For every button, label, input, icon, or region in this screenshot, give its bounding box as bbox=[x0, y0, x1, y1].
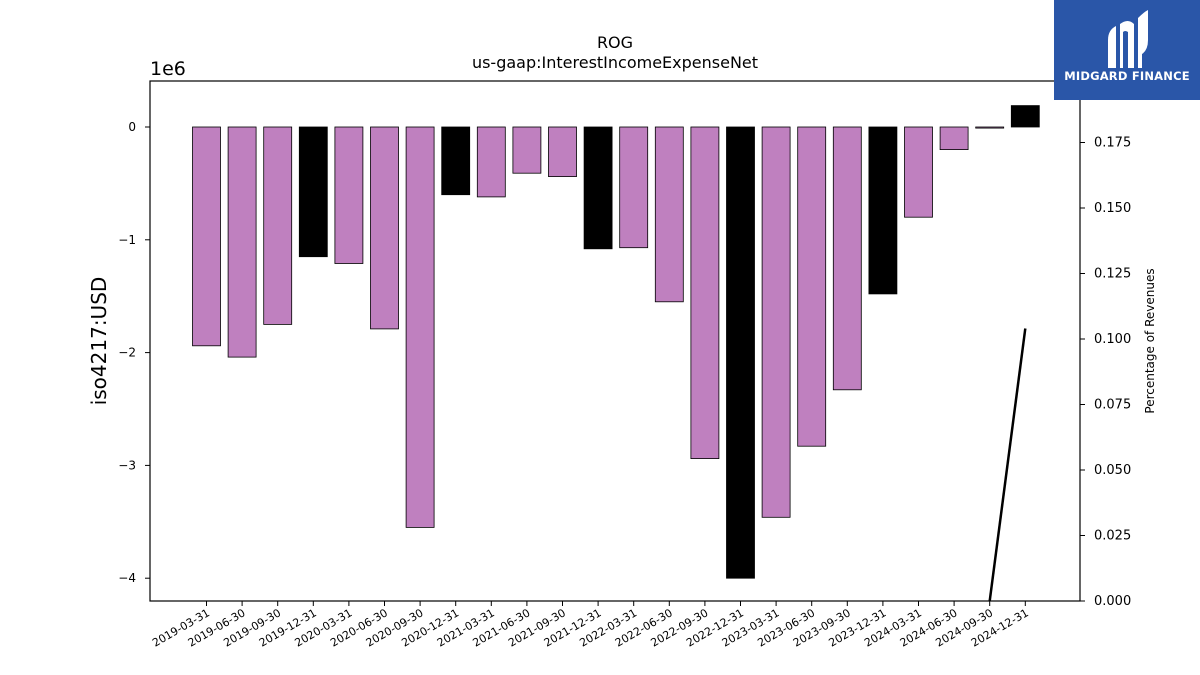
bar-2022-03-31 bbox=[619, 126, 649, 249]
y-right-tick-label: 0.175 bbox=[1094, 136, 1131, 151]
bar-2023-12-31 bbox=[868, 126, 898, 295]
bar-2022-12-31 bbox=[726, 126, 755, 579]
bar-2021-03-31 bbox=[476, 126, 506, 198]
y-right-tick-label: 0.075 bbox=[1094, 398, 1131, 413]
y-right-tick-label: 0.025 bbox=[1094, 529, 1131, 544]
bar-2020-03-31 bbox=[334, 126, 364, 264]
bar-2024-06-30 bbox=[939, 126, 969, 151]
bar-2019-12-31 bbox=[298, 126, 328, 258]
y-right-tick-label: 0.000 bbox=[1094, 594, 1131, 609]
y-tick-label: −2 bbox=[118, 346, 136, 360]
bar-2020-12-31 bbox=[441, 126, 471, 196]
y-axis-label: iso4217:USD bbox=[87, 277, 111, 406]
y-axis-right-label: Percentage of Revenues bbox=[1143, 268, 1157, 413]
midgard-finance-logo: MIDGARD FINANCE bbox=[1054, 0, 1200, 100]
y-tick-label: −3 bbox=[118, 458, 136, 472]
plot-frame bbox=[149, 80, 1081, 602]
bar-2024-09-30 bbox=[975, 126, 1005, 129]
bar-2020-06-30 bbox=[370, 126, 399, 330]
y-right-tick-label: 0.100 bbox=[1094, 332, 1131, 347]
revenue-ratio-line bbox=[988, 328, 1027, 602]
y-tick-label: 0 bbox=[128, 120, 136, 134]
bar-2021-09-30 bbox=[548, 126, 577, 177]
y-right-tick-label: 0.125 bbox=[1094, 267, 1131, 282]
y-tick-label: −1 bbox=[118, 233, 136, 247]
y-right-tick-label: 0.050 bbox=[1094, 463, 1131, 478]
bars-group bbox=[192, 105, 1040, 579]
bar-2023-09-30 bbox=[832, 126, 862, 391]
y-offset-label: 1e6 bbox=[150, 58, 186, 80]
bar-2019-03-31 bbox=[192, 126, 221, 347]
bar-2023-06-30 bbox=[797, 126, 827, 447]
bar-2021-06-30 bbox=[512, 126, 542, 174]
logo-text: MIDGARD FINANCE bbox=[1064, 69, 1190, 83]
chart-subtitle: us-gaap:InterestIncomeExpenseNet bbox=[472, 53, 758, 72]
bar-2024-12-31 bbox=[1010, 105, 1040, 128]
midgard-logo-icon bbox=[1108, 10, 1148, 68]
bar-2019-09-30 bbox=[263, 126, 293, 325]
bar-2022-09-30 bbox=[690, 126, 720, 460]
chart-title: ROG bbox=[597, 33, 633, 52]
bar-2024-03-31 bbox=[904, 126, 933, 218]
bar-2021-12-31 bbox=[583, 126, 613, 250]
bar-2022-06-30 bbox=[654, 126, 684, 303]
y-right-tick-label: 0.150 bbox=[1094, 201, 1131, 216]
y-tick-label: −4 bbox=[118, 571, 136, 585]
bar-2019-06-30 bbox=[227, 126, 257, 358]
bar-2020-09-30 bbox=[405, 126, 435, 528]
bar-2023-03-31 bbox=[761, 126, 791, 518]
